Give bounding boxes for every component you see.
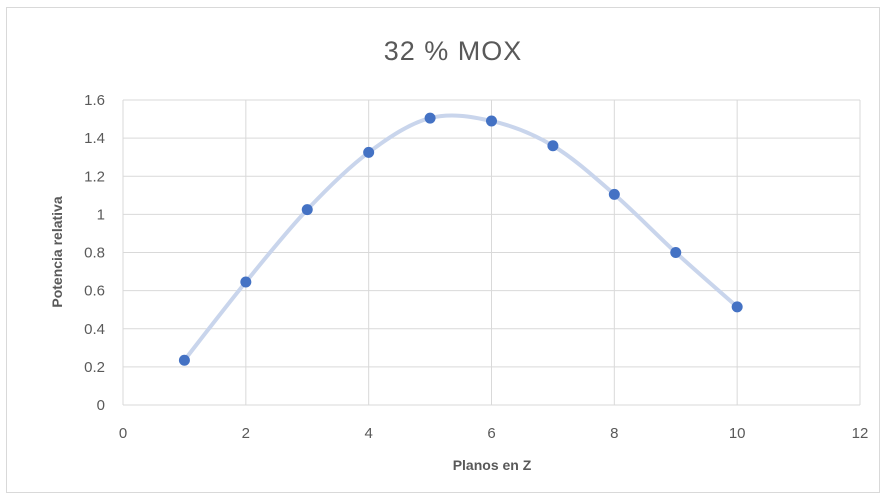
chart-title: 32 % MOX — [384, 36, 523, 66]
y-tick-label: 1.6 — [84, 92, 105, 109]
y-axis-label: Potencia relativa — [49, 196, 65, 307]
x-tick-label: 0 — [119, 425, 127, 442]
y-tick-label: 0.4 — [84, 321, 105, 338]
y-tick-label: 0.8 — [84, 245, 105, 262]
data-point — [670, 247, 682, 258]
data-point — [178, 354, 190, 366]
y-tick-label: 0 — [97, 397, 105, 414]
gridlines — [122, 99, 861, 406]
trend-line — [182, 113, 740, 363]
chart-area — [6, 7, 880, 493]
x-tick-label: 8 — [610, 425, 618, 442]
y-tick-label: 0.6 — [84, 283, 105, 300]
x-tick-labels: 0 2 4 6 8 10 12 — [119, 425, 869, 442]
data-point — [547, 140, 559, 152]
y-tick-label: 1.4 — [84, 130, 105, 147]
x-axis-label: Planos en Z — [453, 457, 532, 473]
data-point — [424, 112, 436, 124]
data-point — [363, 146, 375, 158]
data-point — [301, 204, 313, 216]
x-tick-label: 2 — [242, 425, 250, 442]
data-point — [608, 188, 620, 200]
data-point — [731, 301, 743, 313]
data-points — [178, 112, 743, 366]
y-tick-label: 0.2 — [84, 359, 105, 376]
data-point — [240, 276, 252, 288]
data-point — [486, 115, 497, 127]
x-tick-label: 4 — [364, 425, 372, 442]
y-tick-labels: 0 0.2 0.4 0.6 0.8 1 1.2 1.4 1.6 — [84, 92, 105, 414]
y-tick-label: 1 — [97, 206, 105, 223]
x-tick-label: 6 — [487, 425, 495, 442]
x-tick-label: 12 — [852, 425, 869, 442]
x-tick-label: 10 — [729, 425, 746, 442]
y-tick-label: 1.2 — [84, 168, 105, 185]
